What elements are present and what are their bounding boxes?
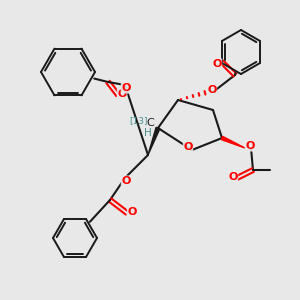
Text: H: H bbox=[144, 128, 152, 138]
Text: O: O bbox=[245, 141, 255, 151]
Text: O: O bbox=[121, 83, 131, 93]
Text: O: O bbox=[212, 59, 222, 69]
Text: O: O bbox=[207, 85, 217, 95]
Text: C: C bbox=[146, 118, 154, 128]
Text: [13]: [13] bbox=[129, 116, 147, 125]
Text: O: O bbox=[183, 142, 193, 152]
Polygon shape bbox=[148, 127, 160, 155]
Text: O: O bbox=[212, 59, 222, 69]
Text: O: O bbox=[117, 89, 127, 99]
Text: O: O bbox=[121, 83, 131, 93]
Text: O: O bbox=[127, 207, 137, 217]
Text: O: O bbox=[207, 85, 217, 95]
Text: O: O bbox=[183, 142, 193, 152]
Text: O: O bbox=[121, 176, 131, 186]
Polygon shape bbox=[221, 136, 245, 148]
Text: O: O bbox=[117, 89, 127, 99]
Text: O: O bbox=[228, 172, 238, 182]
Text: O: O bbox=[245, 141, 255, 151]
Text: O: O bbox=[228, 172, 238, 182]
Text: O: O bbox=[121, 176, 131, 186]
Text: O: O bbox=[127, 207, 137, 217]
